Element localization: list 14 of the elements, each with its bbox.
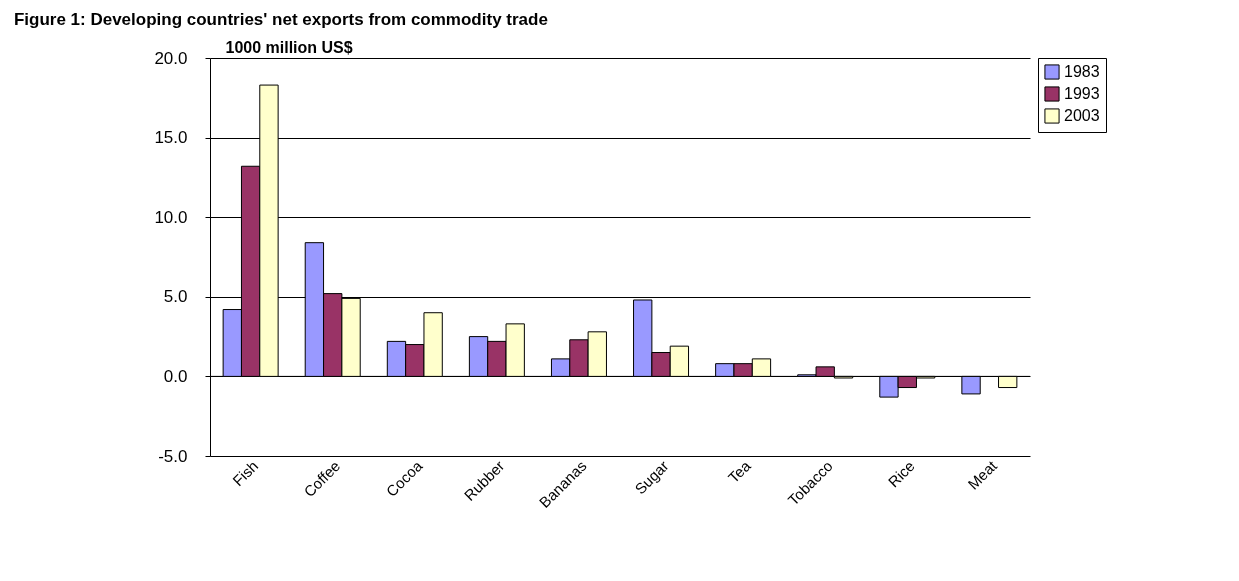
x-tick-label: Rice	[884, 457, 918, 491]
y-tick-label: -5.0	[158, 446, 188, 466]
legend-label: 1993	[1064, 85, 1100, 102]
y-axis-title: 1000 million US$	[225, 38, 353, 56]
legend-label: 1983	[1064, 63, 1100, 80]
y-tick-label: 20.0	[154, 48, 188, 68]
x-tick-label: Tea	[724, 456, 755, 487]
y-tick-label: 5.0	[163, 287, 188, 307]
y-tick-label: 0.0	[163, 366, 188, 386]
legend-label: 2003	[1064, 107, 1100, 124]
chart-title: Figure 1: Developing countries' net exports from commodity trade	[13, 10, 548, 29]
y-tick-label: 10.0	[154, 207, 188, 227]
y-tick-label: 15.0	[154, 128, 188, 148]
x-tick-label: Fish	[229, 457, 262, 490]
